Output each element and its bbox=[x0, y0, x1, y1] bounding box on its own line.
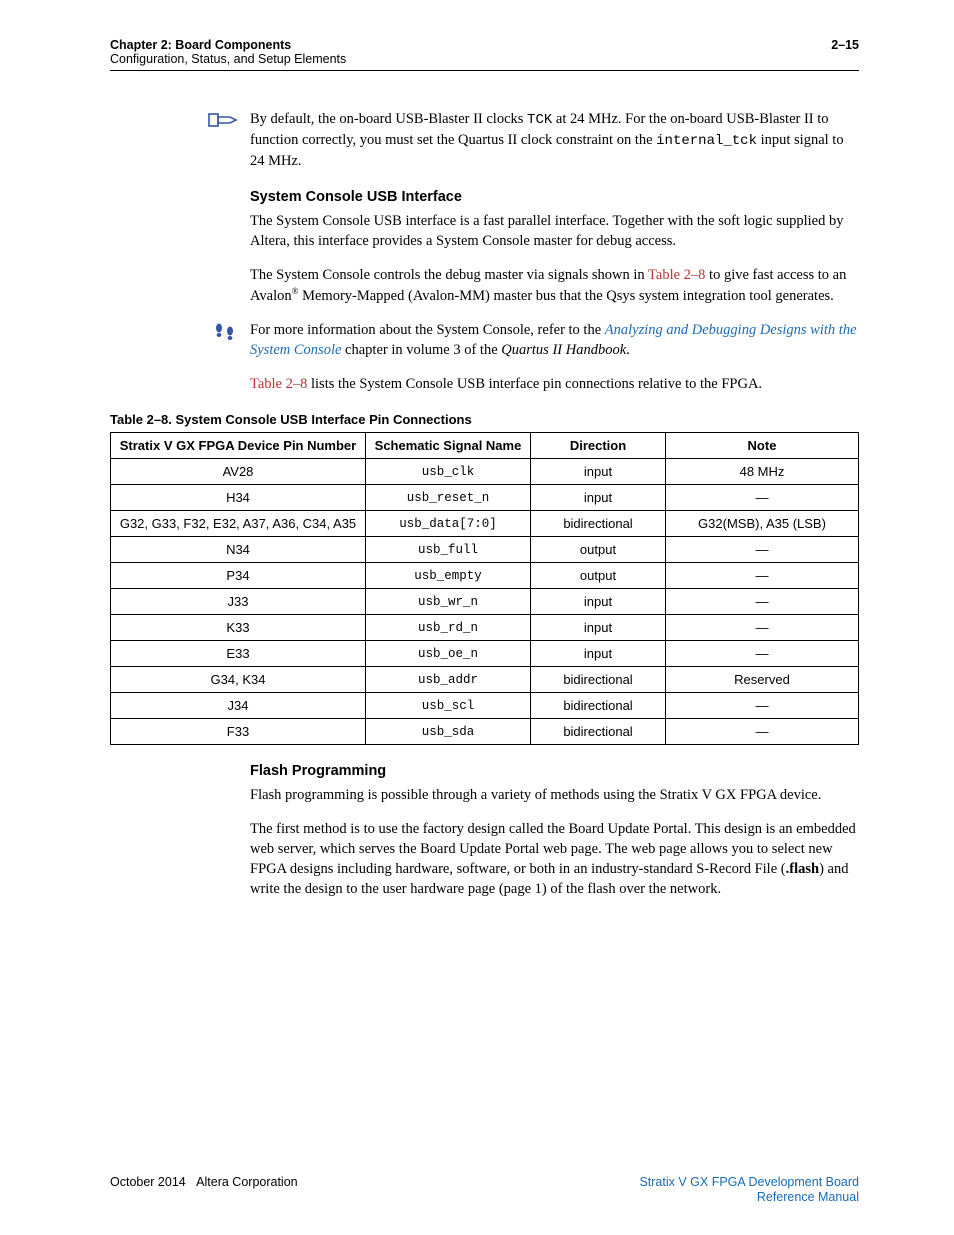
cell-signal: usb_data[7:0] bbox=[366, 511, 531, 537]
table-row: E33usb_oe_ninput— bbox=[111, 641, 859, 667]
page-header: Chapter 2: Board Components Configuratio… bbox=[110, 38, 859, 71]
cell-signal: usb_scl bbox=[366, 693, 531, 719]
footer-right: Stratix V GX FPGA Development Board Refe… bbox=[639, 1175, 859, 1205]
cell-note: 48 MHz bbox=[666, 459, 859, 485]
heading-flash-programming: Flash Programming bbox=[250, 763, 859, 779]
header-chapter: Chapter 2: Board Components bbox=[110, 38, 346, 52]
table-row: K33usb_rd_ninput— bbox=[111, 615, 859, 641]
cell-direction: bidirectional bbox=[531, 719, 666, 745]
cell-direction: input bbox=[531, 485, 666, 511]
cell-signal: usb_wr_n bbox=[366, 589, 531, 615]
cell-direction: bidirectional bbox=[531, 511, 666, 537]
cell-pin: AV28 bbox=[111, 459, 366, 485]
cell-pin: E33 bbox=[111, 641, 366, 667]
paragraph: The System Console USB interface is a fa… bbox=[250, 211, 859, 251]
table-row: G34, K34usb_addrbidirectionalReserved bbox=[111, 667, 859, 693]
cell-direction: bidirectional bbox=[531, 693, 666, 719]
cell-note: — bbox=[666, 485, 859, 511]
cell-direction: bidirectional bbox=[531, 667, 666, 693]
cell-direction: input bbox=[531, 615, 666, 641]
cell-note: Reserved bbox=[666, 667, 859, 693]
cell-signal: usb_sda bbox=[366, 719, 531, 745]
cell-note: — bbox=[666, 719, 859, 745]
document-subtitle-link[interactable]: Reference Manual bbox=[757, 1190, 859, 1204]
paragraph: The System Console controls the debug ma… bbox=[250, 265, 859, 306]
footer-left: October 2014 Altera Corporation bbox=[110, 1175, 298, 1205]
page-content: By default, the on-board USB-Blaster II … bbox=[110, 109, 859, 1135]
column-header: Schematic Signal Name bbox=[366, 433, 531, 459]
cell-direction: output bbox=[531, 537, 666, 563]
column-header: Note bbox=[666, 433, 859, 459]
table-row: N34usb_fulloutput— bbox=[111, 537, 859, 563]
cell-signal: usb_clk bbox=[366, 459, 531, 485]
paragraph: Table 2–8 lists the System Console USB i… bbox=[250, 374, 859, 394]
paragraph: Flash programming is possible through a … bbox=[250, 785, 859, 805]
cell-pin: J33 bbox=[111, 589, 366, 615]
cell-note: — bbox=[666, 537, 859, 563]
cell-pin: P34 bbox=[111, 563, 366, 589]
cell-signal: usb_reset_n bbox=[366, 485, 531, 511]
cell-pin: F33 bbox=[111, 719, 366, 745]
column-header: Direction bbox=[531, 433, 666, 459]
table-ref-link[interactable]: Table 2–8 bbox=[250, 376, 307, 392]
cell-signal: usb_addr bbox=[366, 667, 531, 693]
table-caption: Table 2–8. System Console USB Interface … bbox=[110, 412, 859, 427]
pin-connections-table: Stratix V GX FPGA Device Pin Number Sche… bbox=[110, 432, 859, 745]
table-row: J33usb_wr_ninput— bbox=[111, 589, 859, 615]
header-section: Configuration, Status, and Setup Element… bbox=[110, 52, 346, 66]
table-row: P34usb_emptyoutput— bbox=[111, 563, 859, 589]
cell-direction: input bbox=[531, 641, 666, 667]
cell-signal: usb_empty bbox=[366, 563, 531, 589]
table-row: G32, G33, F32, E32, A37, A36, C34, A35us… bbox=[111, 511, 859, 537]
cell-signal: usb_rd_n bbox=[366, 615, 531, 641]
cell-note: — bbox=[666, 563, 859, 589]
reference-text: For more information about the System Co… bbox=[250, 320, 859, 360]
cell-direction: input bbox=[531, 459, 666, 485]
cell-note: — bbox=[666, 589, 859, 615]
cell-signal: usb_oe_n bbox=[366, 641, 531, 667]
cell-pin: G34, K34 bbox=[111, 667, 366, 693]
table-row: AV28usb_clkinput48 MHz bbox=[111, 459, 859, 485]
page-footer: October 2014 Altera Corporation Stratix … bbox=[110, 1135, 859, 1205]
table-row: F33usb_sdabidirectional— bbox=[111, 719, 859, 745]
cell-note: G32(MSB), A35 (LSB) bbox=[666, 511, 859, 537]
reference-block: For more information about the System Co… bbox=[110, 320, 859, 360]
table-header-row: Stratix V GX FPGA Device Pin Number Sche… bbox=[111, 433, 859, 459]
cell-direction: output bbox=[531, 563, 666, 589]
note-text: By default, the on-board USB-Blaster II … bbox=[250, 109, 859, 172]
paragraph: The first method is to use the factory d… bbox=[250, 819, 859, 899]
cell-note: — bbox=[666, 641, 859, 667]
header-page-number: 2–15 bbox=[831, 38, 859, 67]
cell-pin: G32, G33, F32, E32, A37, A36, C34, A35 bbox=[111, 511, 366, 537]
cell-note: — bbox=[666, 693, 859, 719]
footsteps-icon bbox=[212, 322, 238, 360]
table-row: H34usb_reset_ninput— bbox=[111, 485, 859, 511]
note-block: By default, the on-board USB-Blaster II … bbox=[110, 109, 859, 172]
cell-pin: J34 bbox=[111, 693, 366, 719]
cell-note: — bbox=[666, 615, 859, 641]
table-row: J34usb_sclbidirectional— bbox=[111, 693, 859, 719]
cell-pin: H34 bbox=[111, 485, 366, 511]
heading-system-console: System Console USB Interface bbox=[250, 189, 859, 205]
hand-point-icon bbox=[208, 111, 238, 172]
document-title-link[interactable]: Stratix V GX FPGA Development Board bbox=[639, 1175, 859, 1189]
column-header: Stratix V GX FPGA Device Pin Number bbox=[111, 433, 366, 459]
table-ref-link[interactable]: Table 2–8 bbox=[648, 267, 705, 283]
cell-pin: K33 bbox=[111, 615, 366, 641]
cell-pin: N34 bbox=[111, 537, 366, 563]
cell-signal: usb_full bbox=[366, 537, 531, 563]
cell-direction: input bbox=[531, 589, 666, 615]
